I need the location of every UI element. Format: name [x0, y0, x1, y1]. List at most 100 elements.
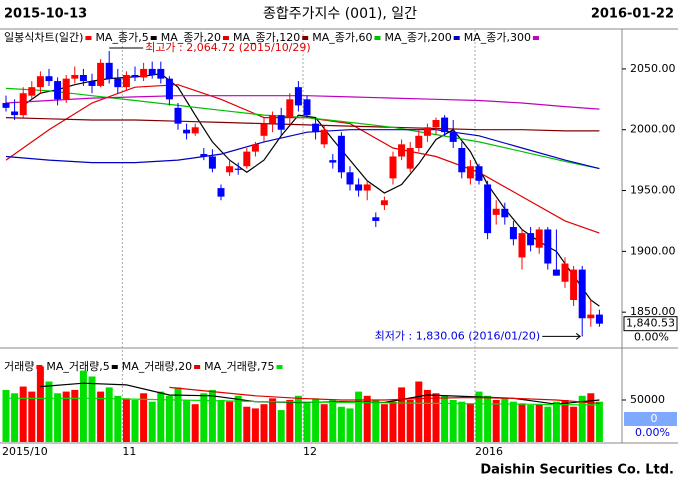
volume-bar: [19, 386, 27, 442]
y-tick-label: 50000: [630, 393, 665, 406]
volume-bar: [535, 404, 543, 442]
legend-label: MA_종가,300: [464, 31, 531, 44]
legend-swatch: [36, 365, 43, 369]
candle-body: [277, 115, 285, 130]
candle-body: [484, 184, 492, 234]
candle-body: [71, 75, 79, 79]
volume-bar: [501, 398, 509, 442]
candle-body: [157, 68, 165, 79]
candle-body: [36, 76, 44, 88]
candle-body: [11, 111, 19, 116]
volume-bar: [277, 410, 285, 442]
volume-bar: [79, 370, 87, 442]
x-tick-label: 12: [303, 445, 317, 458]
candle-body: [165, 78, 173, 100]
candle-body: [286, 99, 294, 118]
price-change: 0.00%: [634, 331, 669, 344]
candle-body: [595, 314, 603, 324]
candle-body: [389, 156, 397, 179]
annotation: 최고가 : 2,064.72 (2015/10/29): [145, 41, 311, 54]
start-date: 2015-10-13: [4, 7, 87, 22]
candle-body: [432, 120, 440, 128]
candle-body: [355, 184, 363, 191]
legend-label: MA_종가,200: [384, 31, 451, 44]
volume-bar: [54, 393, 62, 442]
legend-swatch: [85, 36, 92, 40]
volume-bar: [157, 391, 165, 442]
legend-swatch: [302, 36, 309, 40]
volume-bar: [122, 398, 130, 442]
candle-body: [114, 78, 122, 88]
volume-bar: [492, 400, 500, 442]
end-date: 2016-01-22: [591, 7, 674, 22]
volume-bar: [423, 389, 431, 442]
volume-bar: [337, 406, 345, 442]
candle-body: [398, 144, 406, 157]
volume-change: 0.00%: [635, 426, 670, 439]
candle-body: [380, 200, 388, 206]
volume-bar: [441, 395, 449, 442]
candle-body: [2, 102, 10, 108]
volume-bar: [140, 393, 148, 442]
volume-bar: [355, 391, 363, 442]
footer: Daishin Securities Co. Ltd.: [480, 463, 674, 478]
candle-body: [183, 129, 191, 134]
candle-body: [492, 208, 500, 215]
volume-bar: [234, 395, 242, 442]
candle-body: [501, 208, 509, 218]
candle-body: [88, 81, 96, 86]
candle-body: [466, 166, 474, 179]
candle-body: [312, 123, 320, 133]
volume-bar: [200, 393, 208, 442]
volume-bar: [346, 408, 354, 442]
volume-bar: [363, 395, 371, 442]
candle-body: [131, 75, 139, 78]
volume-bar: [217, 400, 225, 442]
candle-body: [518, 233, 526, 258]
candle-body: [243, 151, 251, 167]
volume-bar: [183, 400, 191, 442]
candle-body: [148, 68, 156, 75]
volume-bar: [432, 393, 440, 442]
candle-body: [191, 127, 199, 134]
volume-bar: [484, 395, 492, 442]
volume-bar: [45, 381, 53, 442]
legend-label: MA_종가,20: [161, 31, 221, 44]
candle-body: [449, 132, 457, 142]
candle-body: [535, 229, 543, 248]
legend-label: MA_종가,120: [233, 31, 300, 44]
candle-body: [251, 144, 259, 152]
volume-bar: [174, 387, 182, 442]
volume-bar: [105, 387, 113, 442]
candle-body: [578, 269, 586, 319]
candle-body: [415, 135, 423, 148]
volume-bar: [114, 395, 122, 442]
legend-swatch: [194, 365, 201, 369]
candle-body: [294, 87, 302, 106]
candle-body: [122, 75, 130, 88]
annotation: 최저가 : 1,830.06 (2016/01/20): [375, 329, 541, 342]
legend-swatch: [111, 365, 118, 369]
volume-bar: [458, 401, 466, 442]
candle-body: [45, 76, 53, 82]
ma-line: [169, 386, 600, 404]
volume-bar: [389, 401, 397, 442]
candle-body: [441, 117, 449, 133]
legend-swatch: [150, 36, 157, 40]
volume-bar: [320, 404, 328, 442]
volume-bar: [466, 403, 474, 442]
candle-body: [28, 87, 36, 96]
candle-body: [406, 147, 414, 169]
volume-bar: [449, 400, 457, 442]
volume-bar: [286, 400, 294, 442]
candle-body: [54, 81, 62, 100]
volume-bar: [165, 395, 173, 442]
candle-body: [19, 93, 27, 116]
volume-bar: [243, 406, 251, 442]
candle-body: [561, 263, 569, 282]
candle-body: [62, 78, 70, 100]
legend-label: MA_거래량,75: [204, 360, 274, 373]
volume-bar: [226, 401, 234, 442]
candle-body: [544, 229, 552, 264]
volume-bar: [260, 404, 268, 442]
